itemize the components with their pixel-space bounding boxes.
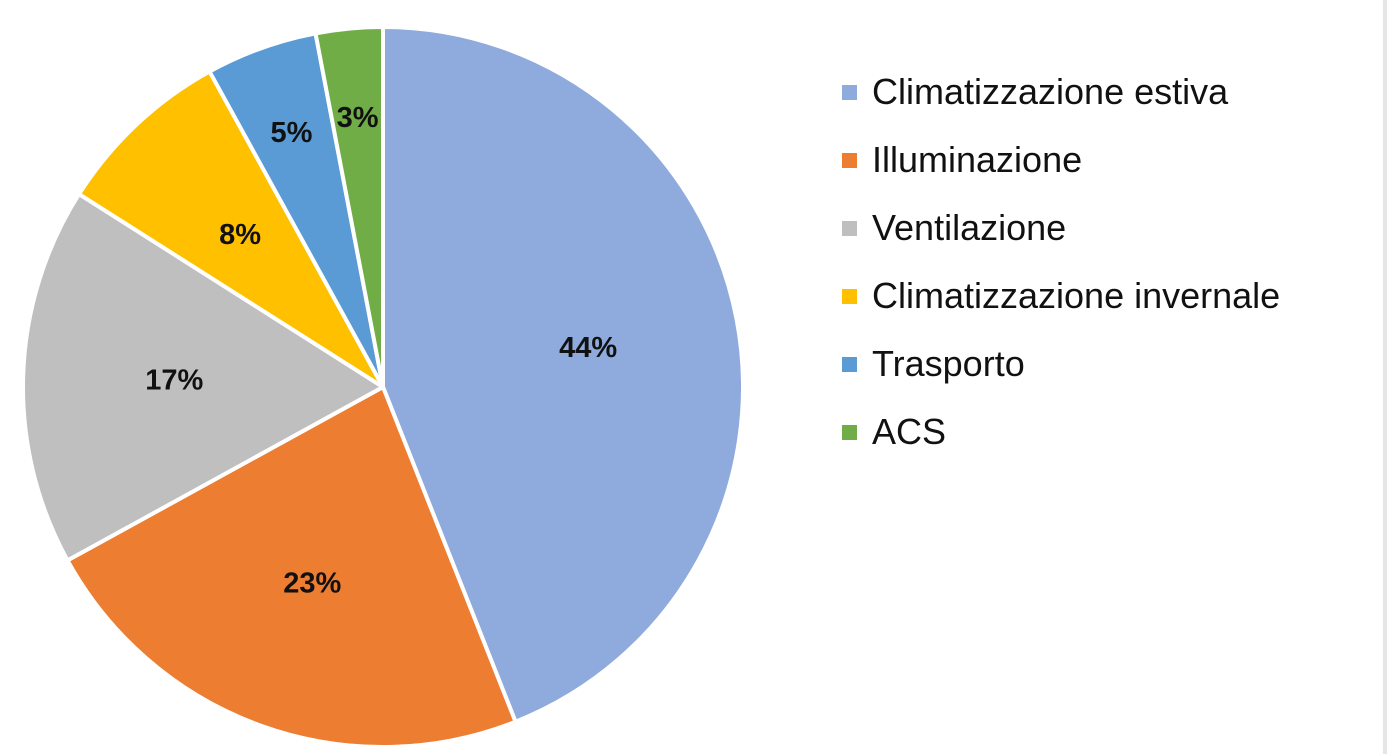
data-label-acs: 3% xyxy=(337,102,379,134)
legend-item-acs: ACS xyxy=(842,398,1280,466)
legend-label: Ventilazione xyxy=(872,207,1067,248)
pie-slices xyxy=(21,25,745,749)
data-label-trasporto: 5% xyxy=(271,117,313,149)
legend-label: Illuminazione xyxy=(872,139,1083,180)
pie-slice-ventilazione xyxy=(21,192,385,563)
legend-item-climatizzazione-estiva: Climatizzazione estiva xyxy=(842,58,1280,126)
legend-item-ventilazione: Ventilazione xyxy=(842,194,1280,262)
data-label-climatizzazione-invernale: 8% xyxy=(219,219,261,251)
legend-item-trasporto: Trasporto xyxy=(842,330,1280,398)
legend-swatch xyxy=(842,84,857,100)
legend-swatch xyxy=(842,152,857,168)
legend-swatch xyxy=(842,356,857,372)
legend: Climatizzazione estiva Illuminazione Venti… xyxy=(842,58,1280,466)
legend-swatch xyxy=(842,288,857,304)
legend-label: Climatizzazione invernale xyxy=(872,275,1281,316)
data-label-climatizzazione-estiva: 44% xyxy=(559,332,617,364)
frame-edge xyxy=(1383,0,1387,754)
data-label-illuminazione: 23% xyxy=(283,568,341,600)
pie-slice-climatizzazione-invernale xyxy=(77,69,385,389)
legend-item-climatizzazione-invernale: Climatizzazione invernale xyxy=(842,262,1280,330)
legend-label: Trasporto xyxy=(872,343,1025,384)
pie-slice-acs xyxy=(313,25,385,389)
pie-slice-climatizzazione-estiva xyxy=(381,25,745,724)
legend-item-illuminazione: Illuminazione xyxy=(842,126,1280,194)
legend-swatch xyxy=(842,424,857,440)
pie-data-labels: 44% 23% 17% 8% 5% 3% xyxy=(145,102,617,599)
legend-label: Climatizzazione estiva xyxy=(872,71,1229,112)
legend-swatch xyxy=(842,220,857,236)
pie-slice-illuminazione xyxy=(65,385,518,749)
legend-label: ACS xyxy=(872,411,947,452)
data-label-ventilazione: 17% xyxy=(145,364,203,396)
